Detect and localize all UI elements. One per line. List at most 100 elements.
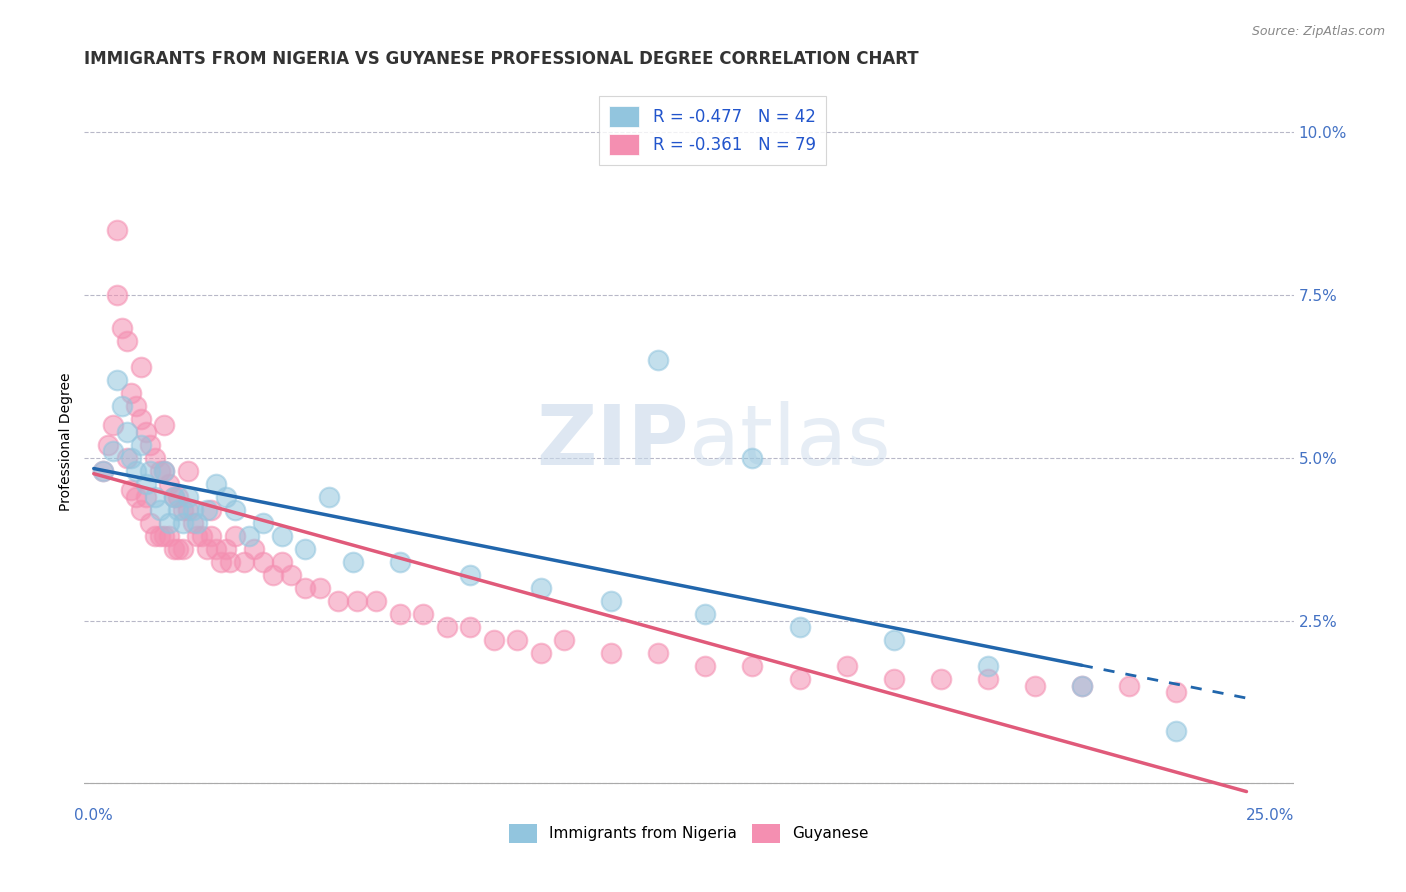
Point xyxy=(129,411,152,425)
Point xyxy=(346,594,368,608)
Point xyxy=(181,516,204,530)
Point xyxy=(200,503,222,517)
Point xyxy=(205,476,228,491)
Point xyxy=(600,594,623,608)
Point xyxy=(600,646,623,660)
Point xyxy=(125,490,148,504)
Point xyxy=(125,399,148,413)
Point xyxy=(789,672,811,686)
Point xyxy=(388,555,411,569)
Point xyxy=(789,620,811,634)
Point xyxy=(115,425,138,439)
Point xyxy=(105,223,128,237)
Point xyxy=(120,483,142,498)
Point xyxy=(388,607,411,621)
Point xyxy=(1164,685,1187,699)
Point xyxy=(163,541,186,556)
Point xyxy=(1024,679,1046,693)
Point xyxy=(177,503,200,517)
Point xyxy=(195,541,218,556)
Point xyxy=(120,385,142,400)
Point xyxy=(186,516,208,530)
Point xyxy=(105,373,128,387)
Point xyxy=(741,659,763,673)
Point xyxy=(364,594,387,608)
Point xyxy=(177,490,200,504)
Point xyxy=(412,607,434,621)
Point xyxy=(163,490,186,504)
Point xyxy=(318,490,340,504)
Point xyxy=(91,464,114,478)
Point xyxy=(506,633,529,648)
Point xyxy=(167,490,190,504)
Point xyxy=(458,568,481,582)
Point xyxy=(695,607,717,621)
Point xyxy=(115,334,138,348)
Point xyxy=(115,450,138,465)
Point xyxy=(167,541,190,556)
Point xyxy=(163,490,186,504)
Point xyxy=(105,288,128,302)
Point xyxy=(139,516,162,530)
Point xyxy=(262,568,284,582)
Point xyxy=(135,476,157,491)
Point xyxy=(129,438,152,452)
Point xyxy=(741,450,763,465)
Point xyxy=(553,633,575,648)
Point xyxy=(328,594,350,608)
Point xyxy=(157,529,180,543)
Point xyxy=(157,476,180,491)
Point xyxy=(101,418,124,433)
Point xyxy=(929,672,952,686)
Point xyxy=(224,529,246,543)
Point xyxy=(1070,679,1092,693)
Point xyxy=(294,541,316,556)
Point xyxy=(139,464,162,478)
Point xyxy=(153,529,176,543)
Point xyxy=(209,555,232,569)
Point xyxy=(1070,679,1092,693)
Point xyxy=(242,541,264,556)
Point xyxy=(143,529,166,543)
Point xyxy=(238,529,260,543)
Point xyxy=(647,646,669,660)
Point xyxy=(191,529,214,543)
Point xyxy=(530,646,553,660)
Point xyxy=(153,464,176,478)
Point xyxy=(153,418,176,433)
Point xyxy=(149,464,172,478)
Point xyxy=(252,516,274,530)
Legend: Immigrants from Nigeria, Guyanese: Immigrants from Nigeria, Guyanese xyxy=(503,817,875,849)
Point xyxy=(177,464,200,478)
Text: IMMIGRANTS FROM NIGERIA VS GUYANESE PROFESSIONAL DEGREE CORRELATION CHART: IMMIGRANTS FROM NIGERIA VS GUYANESE PROF… xyxy=(84,50,920,68)
Point xyxy=(149,503,172,517)
Text: Source: ZipAtlas.com: Source: ZipAtlas.com xyxy=(1251,25,1385,38)
Point xyxy=(181,503,204,517)
Point xyxy=(200,529,222,543)
Point xyxy=(153,464,176,478)
Point xyxy=(157,516,180,530)
Point xyxy=(308,581,330,595)
Point xyxy=(224,503,246,517)
Point xyxy=(135,425,157,439)
Point xyxy=(167,503,190,517)
Point xyxy=(436,620,458,634)
Point xyxy=(186,529,208,543)
Text: ZIP: ZIP xyxy=(537,401,689,482)
Point xyxy=(647,353,669,368)
Point xyxy=(271,529,294,543)
Point xyxy=(458,620,481,634)
Y-axis label: Professional Degree: Professional Degree xyxy=(59,372,73,511)
Point xyxy=(280,568,302,582)
Point xyxy=(172,516,194,530)
Point xyxy=(111,399,134,413)
Point xyxy=(233,555,256,569)
Point xyxy=(205,541,228,556)
Point xyxy=(143,450,166,465)
Point xyxy=(1164,724,1187,739)
Point xyxy=(883,672,905,686)
Point xyxy=(101,444,124,458)
Point xyxy=(91,464,114,478)
Point xyxy=(883,633,905,648)
Point xyxy=(1118,679,1140,693)
